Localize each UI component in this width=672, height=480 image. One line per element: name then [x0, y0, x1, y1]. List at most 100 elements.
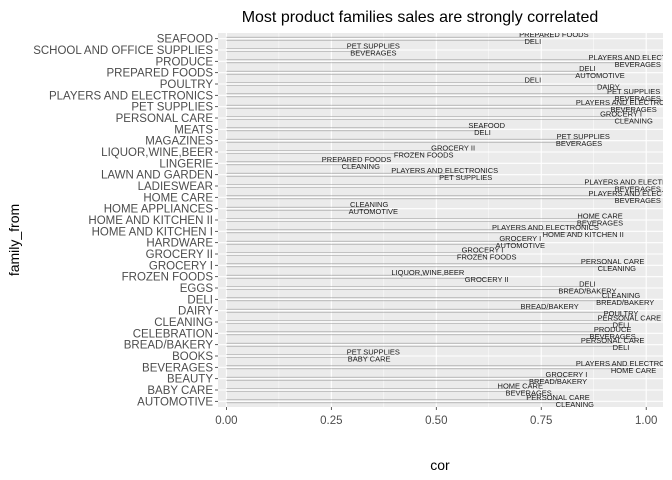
- y-tick-label: HOME AND KITCHEN I: [92, 226, 213, 238]
- y-tick-label: HARDWARE: [146, 238, 213, 250]
- gridlines: [218, 33, 663, 407]
- point-label: BEVERAGES: [577, 219, 623, 228]
- y-tick-label: GROCERY II: [146, 249, 213, 261]
- point-label: AUTOMOTIVE: [575, 71, 624, 80]
- point-label: CLEANING: [556, 400, 595, 409]
- y-tick-label: BEAUTY: [167, 374, 213, 386]
- point-label: DAIRY: [597, 83, 620, 92]
- y-tick-label: LINGERIE: [159, 158, 213, 170]
- y-tick-label: LADIESWEAR: [138, 181, 213, 193]
- y-tick-label: HOME APPLIANCES: [104, 204, 214, 216]
- y-tick-label: HOME AND KITCHEN II: [88, 215, 213, 227]
- point-label: PLAYERS AND ELECTRONICS: [584, 178, 672, 187]
- y-tick-label: GROCERY I: [149, 260, 213, 272]
- point-label: CLEANING: [614, 117, 653, 126]
- point-label: PERSONAL CARE: [581, 336, 645, 345]
- x-tick-label: 0.00: [215, 415, 237, 427]
- point-label: PRODUCE: [594, 325, 632, 334]
- point-label: HOME CARE: [611, 366, 656, 375]
- point-label: PLAYERS AND ELECTRONICS: [589, 189, 672, 198]
- point-label: DELI: [579, 64, 596, 73]
- y-tick-label: DELI: [187, 294, 213, 306]
- x-tick-label: 0.75: [530, 415, 552, 427]
- point-label: PET SUPPLIES: [347, 348, 400, 357]
- y-tick-label: MEATS: [174, 124, 213, 136]
- point-label: PLAYERS AND ELECTRONICS: [576, 98, 672, 107]
- y-tick-label: PRODUCE: [155, 56, 213, 68]
- point-label: DELI: [525, 76, 542, 85]
- point-label: BEVERAGES: [556, 139, 602, 148]
- point-label: HOME CARE: [577, 212, 622, 221]
- y-tick-label: LIQUOR,WINE,BEER: [101, 147, 213, 159]
- point-label: PREPARED FOODS: [519, 30, 588, 39]
- y-tick-label: BOOKS: [172, 351, 213, 363]
- point-label: BEVERAGES: [615, 94, 661, 103]
- point-label: PLAYERS AND ELECTRONICS: [589, 53, 672, 62]
- y-tick-label: PERSONAL CARE: [116, 113, 214, 125]
- x-tick-label: 0.25: [320, 415, 342, 427]
- y-tick-label: HOME CARE: [143, 192, 213, 204]
- y-tick-label: MAGAZINES: [145, 136, 213, 148]
- point-label: PLAYERS AND ELECTRONICS: [391, 166, 498, 175]
- point-label: PET SUPPLIES: [557, 132, 610, 141]
- point-label: PET SUPPLIES: [607, 87, 660, 96]
- point-label: CLEANING: [342, 162, 381, 171]
- y-tick-label: FROZEN FOODS: [122, 272, 214, 284]
- point-label: CLEANING: [602, 291, 641, 300]
- point-label: BEVERAGES: [615, 60, 661, 69]
- point-label: FROZEN FOODS: [394, 151, 454, 160]
- y-tick-label: BREAD/BAKERY: [124, 340, 214, 352]
- point-label: GROCERY I: [462, 246, 504, 255]
- y-tick-label: SCHOOL AND OFFICE SUPPLIES: [33, 45, 213, 57]
- segments: [226, 36, 643, 404]
- point-label: BEVERAGES: [589, 332, 635, 341]
- y-tick-label: SEAFOOD: [157, 34, 213, 46]
- point-label: DELI: [579, 280, 596, 289]
- point-label: CLEANING: [350, 200, 389, 209]
- y-tick-label: POULTRY: [160, 79, 214, 91]
- point-label: BABY CARE: [348, 355, 391, 364]
- point-label: PLAYERS AND ELECTRONICS: [492, 223, 599, 232]
- point-label: BREAD/BAKERY: [529, 377, 587, 386]
- point-label: PET SUPPLIES: [439, 173, 492, 182]
- y-tick-label: DAIRY: [178, 306, 213, 318]
- point-label: BEVERAGES: [350, 49, 396, 58]
- x-axis-title: cor: [430, 457, 450, 473]
- y-tick-label: PET SUPPLIES: [131, 102, 213, 114]
- y-tick-label: CELEBRATION: [133, 328, 213, 340]
- point-label: DELI: [613, 321, 630, 330]
- point-label: GROCERY II: [431, 144, 475, 153]
- point-label: BEVERAGES: [615, 196, 661, 205]
- point-label: BEVERAGES: [615, 185, 661, 194]
- point-label: BREAD/BAKERY: [521, 302, 579, 311]
- point-label: GROCERY I: [546, 370, 588, 379]
- point-label: PERSONAL CARE: [598, 314, 662, 323]
- y-tick-label: LAWN AND GARDEN: [101, 170, 213, 182]
- point-label: AUTOMOTIVE: [496, 241, 545, 250]
- point-label: SEAFOOD: [468, 121, 505, 130]
- y-tick-label: PLAYERS AND ELECTRONICS: [49, 90, 213, 102]
- y-tick-label: BABY CARE: [147, 385, 213, 397]
- chart-title: Most product families sales are strongly…: [242, 9, 599, 26]
- point-label: GROCERY II: [465, 275, 509, 284]
- point-label: HOME AND KITCHEN II: [543, 230, 624, 239]
- y-tick-label: CLEANING: [154, 317, 213, 329]
- point-label: POULTRY: [604, 309, 639, 318]
- point-label: CLEANING: [598, 264, 637, 273]
- point-label: BREAD/BAKERY: [558, 287, 616, 296]
- point-label: BEVERAGES: [610, 105, 656, 114]
- point-label: BEVERAGES: [506, 389, 552, 398]
- point-label: LIQUOR,WINE,BEER: [391, 268, 465, 277]
- point-label: AUTOMOTIVE: [349, 207, 398, 216]
- point-label: GROCERY I: [600, 110, 642, 119]
- point-label: PERSONAL CARE: [526, 393, 590, 402]
- y-axis-title: family_from: [6, 204, 22, 276]
- y-tick-label: PREPARED FOODS: [107, 68, 214, 80]
- point-label: GROCERY I: [499, 234, 541, 243]
- point-label: DELI: [525, 37, 542, 46]
- y-tick-label: EGGS: [180, 283, 214, 295]
- x-tick-label: 1.00: [635, 415, 657, 427]
- point-label: BREAD/BAKERY: [596, 298, 654, 307]
